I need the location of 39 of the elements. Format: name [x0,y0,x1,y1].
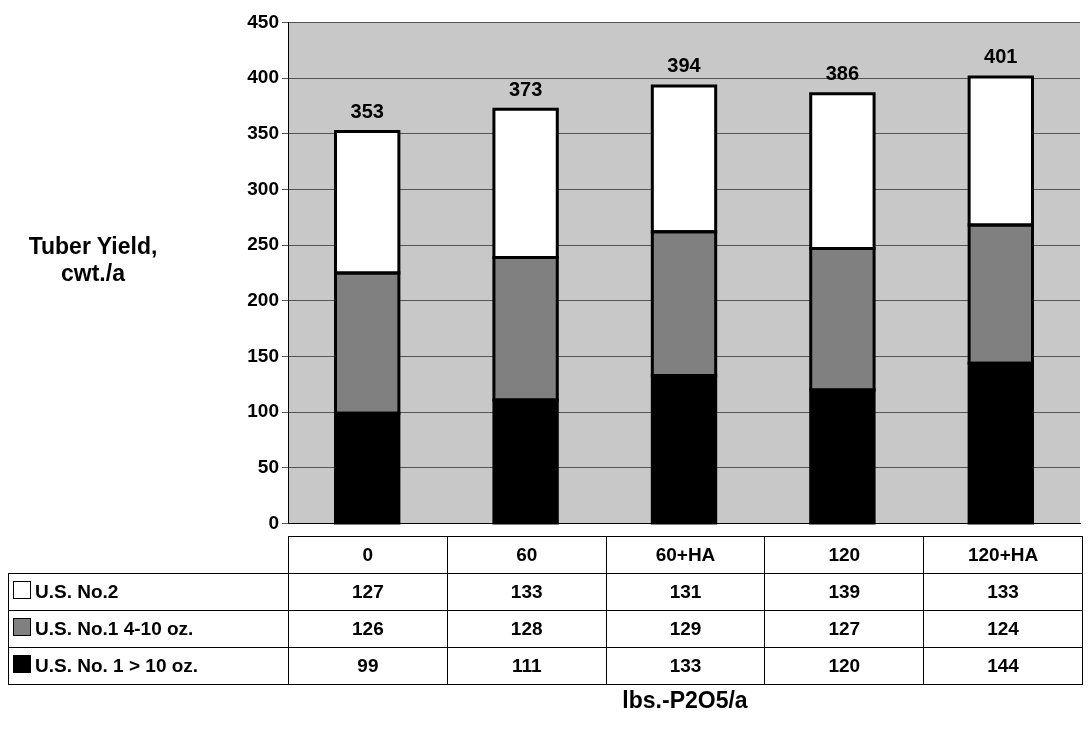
total-label: 353 [350,100,384,123]
legend-label: U.S. No. 1 > 10 oz. [8,647,289,685]
x-tick-label: 0 [288,536,448,574]
data-label: 131 [606,573,765,611]
y-axis-title: Tuber Yield, cwt./a [27,233,159,287]
data-label: 133 [447,573,607,611]
data-label: 139 [764,573,924,611]
data-label: 127 [288,573,448,611]
data-label: 126 [288,610,448,648]
y-tick-label: 400 [247,66,279,88]
y-tick-label: 200 [247,289,279,311]
data-label: 129 [606,610,765,648]
data-label: 133 [923,573,1083,611]
y-tick-label: 350 [247,122,279,144]
legend-label: U.S. No.1 4-10 oz. [8,610,289,648]
data-label: 133 [606,647,765,685]
data-label: 120 [764,647,924,685]
x-tick-label: 120 [764,536,924,574]
data-label: 111 [447,647,607,685]
total-label: 401 [984,45,1018,68]
y-tick-label: 250 [247,233,279,255]
y-tick-label: 0 [268,511,279,533]
data-label: 127 [764,610,924,648]
text: lbs.-P2O5/a [621,687,749,714]
x-tick-label: 60+HA [606,536,765,574]
x-tick-label: 120+HA [923,536,1083,574]
data-label: 128 [447,610,607,648]
x-tick-label: 60 [447,536,607,574]
total-label: 373 [508,77,543,100]
y-tick-label: 150 [247,344,279,366]
data-label: 124 [923,610,1083,648]
y-tick-label: 450 [247,10,279,32]
y-tick-label: 100 [247,400,279,422]
legend-label: U.S. No.2 [8,573,289,611]
y-tick-label: 300 [247,177,279,199]
y-tick-label: 50 [257,456,279,478]
total-label: 394 [667,54,702,77]
data-label: 144 [923,647,1083,685]
data-label: 99 [288,647,448,685]
